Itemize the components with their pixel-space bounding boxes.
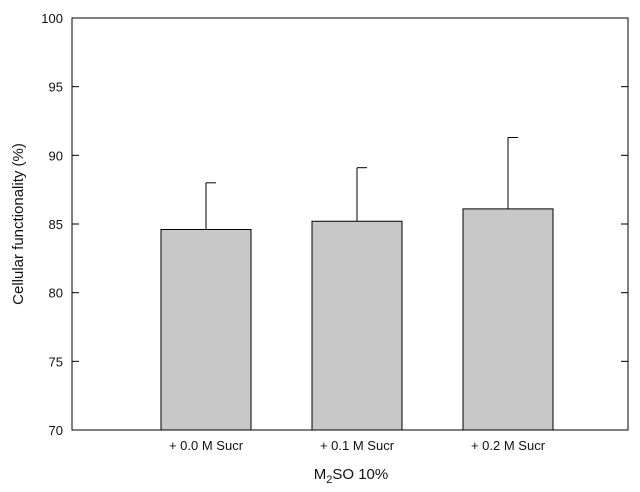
y-tick-label: 85	[49, 217, 63, 232]
x-axis-title-main: M	[314, 466, 327, 483]
x-axis-title-subscript: 2	[326, 474, 332, 486]
y-tick-label: 70	[49, 423, 63, 438]
x-tick-label: + 0.0 M Sucr	[169, 438, 244, 453]
x-tick-label: + 0.2 M Sucr	[471, 438, 546, 453]
y-axis: 70 75 80 85 90 95 100	[41, 11, 628, 438]
bar	[311, 220, 403, 431]
y-axis-title: Cellular functionality (%)	[10, 143, 27, 305]
x-tick-label: + 0.1 M Sucr	[320, 438, 395, 453]
bars	[160, 136, 554, 431]
y-tick-label: 100	[41, 11, 63, 26]
x-axis: + 0.0 M Sucr + 0.1 M Sucr + 0.2 M Sucr	[169, 438, 546, 453]
y-tick-label: 80	[49, 286, 63, 301]
y-tick-label: 75	[49, 354, 63, 369]
bar	[462, 208, 554, 431]
y-tick-label: 95	[49, 80, 63, 95]
bar	[160, 228, 252, 431]
x-axis-title: M2SO 10%	[314, 466, 389, 486]
y-tick-label: 90	[49, 148, 63, 163]
x-axis-title-rest: SO 10%	[332, 466, 388, 483]
